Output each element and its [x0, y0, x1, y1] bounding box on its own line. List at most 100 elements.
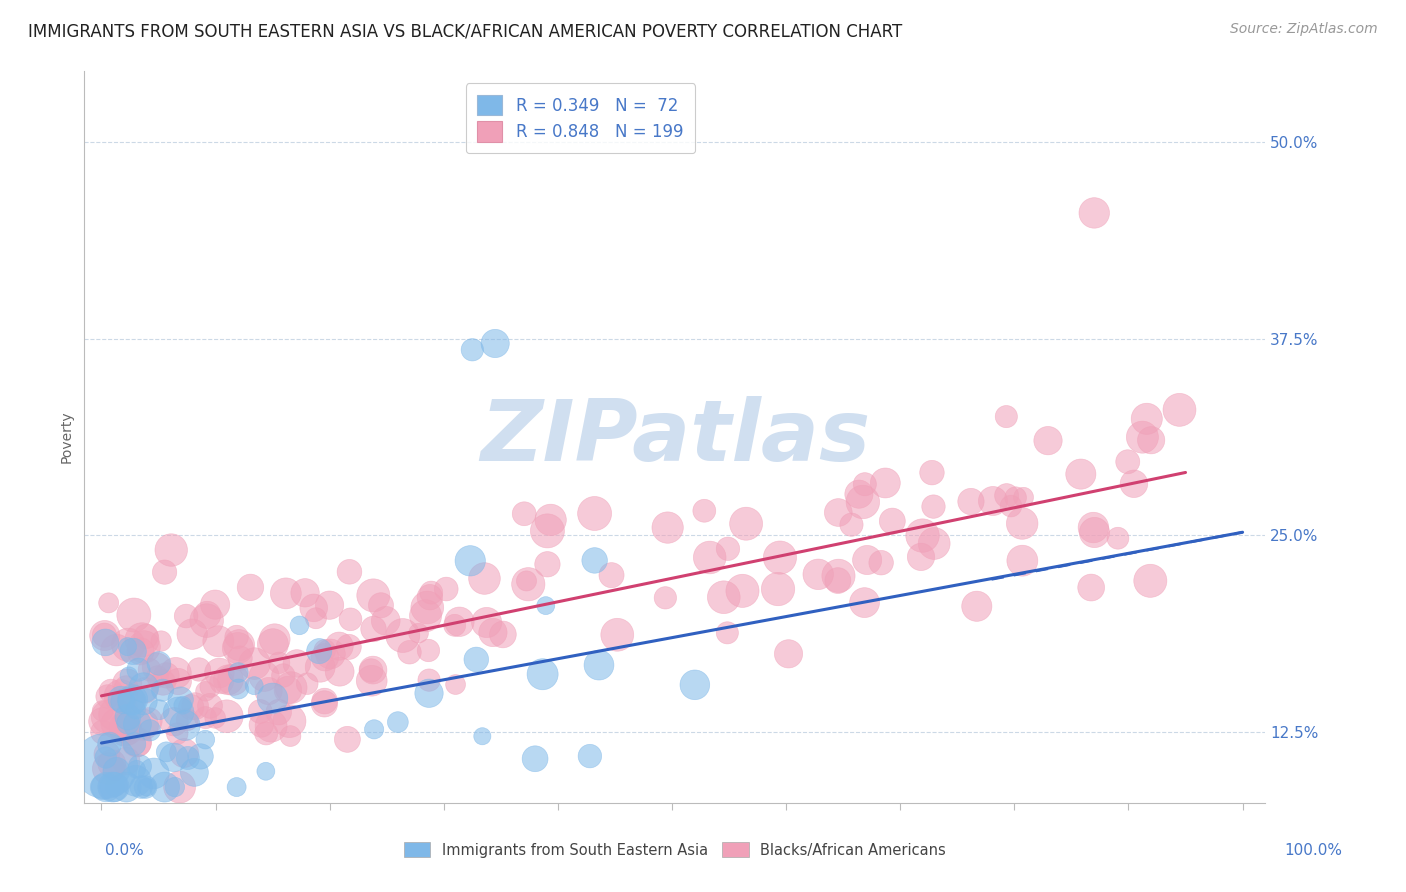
Point — [152, 683, 174, 698]
Point — [314, 697, 336, 711]
Point — [856, 553, 879, 567]
Point — [115, 676, 138, 690]
Point — [243, 679, 266, 693]
Point — [280, 681, 302, 695]
Point — [280, 729, 302, 743]
Point — [600, 568, 623, 582]
Point — [328, 639, 350, 653]
Point — [534, 599, 557, 613]
Point — [115, 780, 138, 794]
Point — [408, 626, 430, 640]
Point — [211, 674, 233, 689]
Point — [125, 735, 148, 749]
Point — [139, 723, 162, 738]
Point — [416, 600, 439, 615]
Point — [778, 647, 800, 661]
Point — [693, 504, 716, 518]
Point — [1107, 531, 1129, 545]
Point — [94, 635, 117, 649]
Point — [515, 574, 537, 588]
Point — [93, 628, 115, 642]
Point — [475, 615, 498, 630]
Point — [250, 718, 273, 732]
Point — [387, 715, 409, 730]
Point — [921, 466, 943, 480]
Point — [167, 674, 190, 689]
Point — [127, 736, 149, 750]
Point — [155, 745, 177, 759]
Point — [1083, 206, 1105, 220]
Point — [841, 517, 863, 532]
Point — [853, 477, 876, 491]
Point — [1080, 581, 1102, 595]
Point — [93, 628, 115, 642]
Point — [461, 343, 484, 357]
Point — [163, 780, 186, 794]
Point — [699, 550, 721, 565]
Point — [1132, 430, 1154, 444]
Point — [91, 725, 114, 739]
Point — [115, 754, 138, 768]
Point — [181, 627, 204, 641]
Point — [166, 726, 188, 740]
Point — [217, 673, 239, 687]
Point — [717, 541, 740, 556]
Point — [482, 625, 505, 640]
Point — [995, 489, 1018, 503]
Point — [204, 711, 226, 725]
Point — [418, 643, 440, 657]
Point — [228, 681, 250, 696]
Point — [100, 684, 122, 698]
Point — [524, 752, 547, 766]
Point — [654, 591, 676, 605]
Point — [870, 556, 893, 570]
Point — [174, 609, 197, 624]
Point — [117, 638, 139, 652]
Point — [254, 726, 277, 740]
Point — [174, 718, 197, 732]
Point — [142, 766, 165, 780]
Point — [297, 676, 319, 690]
Point — [190, 749, 212, 764]
Point — [531, 667, 554, 681]
Point — [155, 668, 177, 682]
Point — [198, 698, 221, 713]
Point — [195, 614, 218, 628]
Text: 100.0%: 100.0% — [1285, 843, 1343, 858]
Point — [318, 598, 340, 612]
Point — [111, 695, 134, 709]
Point — [262, 691, 284, 706]
Point — [471, 729, 494, 743]
Point — [302, 600, 325, 615]
Point — [1168, 402, 1191, 417]
Point — [361, 663, 384, 677]
Point — [117, 640, 139, 654]
Point — [1012, 491, 1035, 505]
Point — [132, 681, 155, 695]
Point — [484, 336, 506, 351]
Point — [1070, 467, 1092, 482]
Point — [339, 565, 361, 579]
Point — [101, 756, 124, 771]
Point — [125, 762, 148, 776]
Point — [1140, 433, 1163, 447]
Point — [418, 686, 440, 700]
Point — [117, 700, 139, 714]
Point — [336, 732, 359, 747]
Point — [419, 591, 441, 605]
Point — [117, 724, 139, 739]
Point — [606, 628, 628, 642]
Point — [117, 715, 139, 730]
Point — [167, 706, 190, 720]
Point — [415, 608, 437, 623]
Point — [731, 583, 754, 598]
Point — [434, 582, 457, 596]
Point — [132, 640, 155, 654]
Point — [124, 737, 146, 751]
Point — [134, 683, 156, 698]
Point — [314, 643, 336, 657]
Point — [308, 644, 330, 658]
Point — [807, 567, 830, 582]
Point — [1123, 476, 1146, 491]
Point — [536, 524, 558, 538]
